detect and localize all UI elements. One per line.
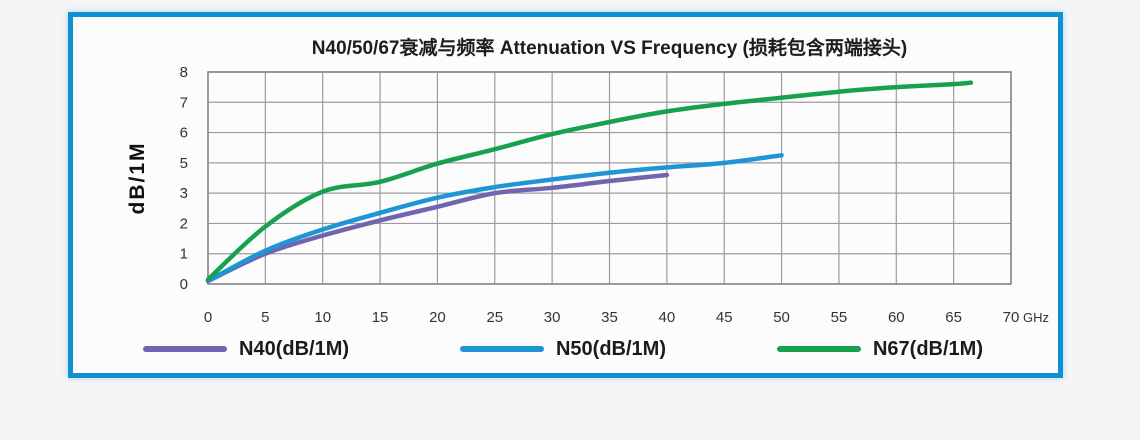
x-tick-label: 50 [773, 309, 790, 326]
x-tick-label: 5 [261, 309, 269, 326]
legend-item-n40: N40(dB/1M) [143, 338, 349, 361]
x-tick-label: 70 [1003, 309, 1020, 326]
x-tick-label: 55 [831, 309, 848, 326]
legend-swatch-n50 [459, 346, 544, 352]
x-tick-label: 60 [888, 309, 905, 326]
y-tick-label: 5 [180, 155, 188, 172]
legend-label-n50: N50(dB/1M) [555, 337, 666, 360]
x-tick-label: 30 [544, 309, 561, 326]
y-tick-label: 3 [180, 185, 188, 202]
grid-lines [207, 71, 1012, 285]
chart-title: N40/50/67衰减与频率 Attenuation VS Frequency … [311, 38, 908, 59]
x-tick-label: 0 [204, 309, 212, 326]
series-line-n40 [205, 172, 670, 284]
y-tick-label: 7 [180, 94, 188, 111]
legend-item-n67: N67(dB/1M) [776, 337, 983, 361]
y-tick-label: 6 [180, 125, 188, 142]
legend-item-n50: N50(dB/1M) [459, 337, 666, 361]
x-tick-label: 25 [486, 309, 503, 326]
legend-label-n67: N67(dB/1M) [872, 337, 983, 360]
x-tick-label: 15 [372, 309, 389, 326]
chart-legend: N40(dB/1M) N50(dB/1M) N67(dB/1M) [143, 335, 983, 363]
x-tick-label: 40 [659, 309, 676, 326]
legend-swatch-n40 [143, 346, 227, 352]
legend-label-n40: N40(dB/1M) [239, 337, 350, 360]
series-line-n67 [205, 80, 974, 282]
x-axis-unit-label: GHz [1023, 310, 1049, 325]
x-tick-label: 65 [945, 309, 962, 326]
x-tick-label: 35 [601, 309, 618, 326]
y-tick-label: 1 [180, 246, 188, 263]
x-tick-label: 10 [314, 309, 331, 326]
y-tick-label: 2 [180, 215, 188, 232]
legend-swatch-n67 [776, 346, 861, 352]
x-tick-label: 45 [716, 309, 733, 326]
y-tick-label: 0 [180, 276, 188, 293]
chart-card: N40/50/67衰减与频率 Attenuation VS Frequency … [68, 12, 1063, 378]
x-tick-label: 20 [429, 309, 446, 326]
series-line-n50 [205, 153, 784, 284]
y-tick-label: 8 [180, 64, 188, 81]
plot-border [207, 71, 1012, 285]
